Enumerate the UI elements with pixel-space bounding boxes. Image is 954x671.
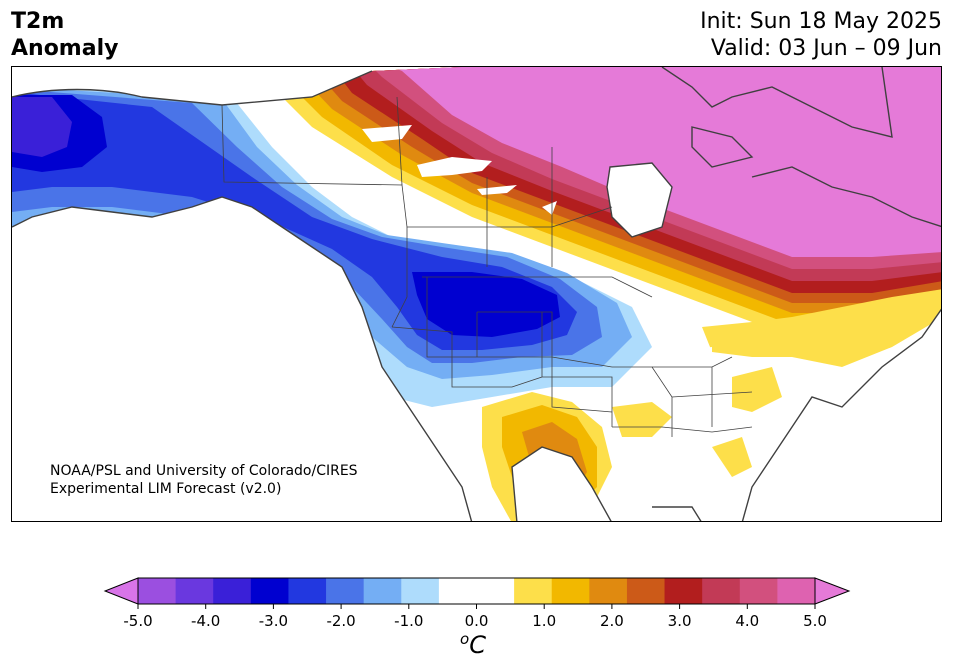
colorbar-cell	[702, 578, 741, 604]
colorbar-cell	[363, 578, 402, 604]
colorbar-unit: oC	[460, 630, 486, 659]
colorbar-cell	[250, 578, 289, 604]
colorbar-cell	[514, 578, 553, 604]
unit-degree: o	[460, 630, 470, 648]
colorbar-cells	[103, 577, 851, 605]
credit-line-1: NOAA/PSL and University of Colorado/CIRE…	[50, 463, 358, 479]
colorbar-cell	[401, 578, 440, 604]
init-date: Init: Sun 18 May 2025	[700, 9, 942, 34]
colorbar-under-arrow	[103, 577, 139, 605]
colorbar-cell	[175, 578, 214, 604]
colorbar-cell	[288, 578, 327, 604]
colorbar-cell	[138, 578, 177, 604]
colorbar-tick-label: 0.0	[465, 612, 489, 630]
coastlines	[12, 67, 941, 521]
map-canvas: NOAA/PSL and University of Colorado/CIRE…	[12, 67, 941, 521]
colorbar-cell	[626, 578, 666, 604]
anomaly-shading	[12, 67, 941, 521]
colorbar-tick-label: 4.0	[735, 612, 759, 630]
colorbar-cell	[326, 578, 365, 604]
colorbar-tick-label: 5.0	[803, 612, 827, 630]
colorbar-tick-label: -3.0	[259, 612, 288, 630]
anomaly-map: NOAA/PSL and University of Colorado/CIRE…	[11, 66, 942, 522]
colorbar-tick-label: 1.0	[532, 612, 556, 630]
map-title: T2m Anomaly	[11, 8, 118, 62]
colorbar-tick-label: -2.0	[326, 612, 355, 630]
colorbar-cell	[664, 578, 703, 604]
colorbar-cell	[551, 578, 590, 604]
political-boundaries	[221, 96, 753, 437]
colorbar-cell	[476, 578, 515, 604]
colorbar-tick-label: -1.0	[394, 612, 423, 630]
colorbar: -5.0 -4.0 -3.0 -2.0 -1.0 0.0 1.0 2.0 3.0 4.0 5.0	[103, 577, 851, 630]
colorbar-tick-label: 3.0	[668, 612, 692, 630]
colorbar-over-arrow	[814, 577, 851, 605]
colorbar-tick-label: 2.0	[600, 612, 624, 630]
title-field: Anomaly	[11, 36, 119, 61]
forecast-dates: Init: Sun 18 May 2025 Valid: 03 Jun – 09…	[700, 8, 942, 62]
colorbar-tick-label: -4.0	[191, 612, 220, 630]
unit-symbol: C	[469, 631, 486, 659]
colorbar-cell	[777, 578, 816, 604]
colorbar-cell	[739, 578, 778, 604]
colorbar-cell	[589, 578, 628, 604]
colorbar-ticks: -5.0 -4.0 -3.0 -2.0 -1.0 0.0 1.0 2.0 3.0 4.0 5.0	[123, 604, 827, 630]
colorbar-tick-label: -5.0	[123, 612, 152, 630]
credit-line-2: Experimental LIM Forecast (v2.0)	[50, 481, 281, 497]
great-lakes	[362, 125, 712, 359]
colorbar-cell	[438, 578, 477, 604]
title-variable: T2m	[11, 9, 65, 34]
colorbar-cell	[213, 578, 252, 604]
valid-date-range: Valid: 03 Jun – 09 Jun	[710, 36, 942, 61]
